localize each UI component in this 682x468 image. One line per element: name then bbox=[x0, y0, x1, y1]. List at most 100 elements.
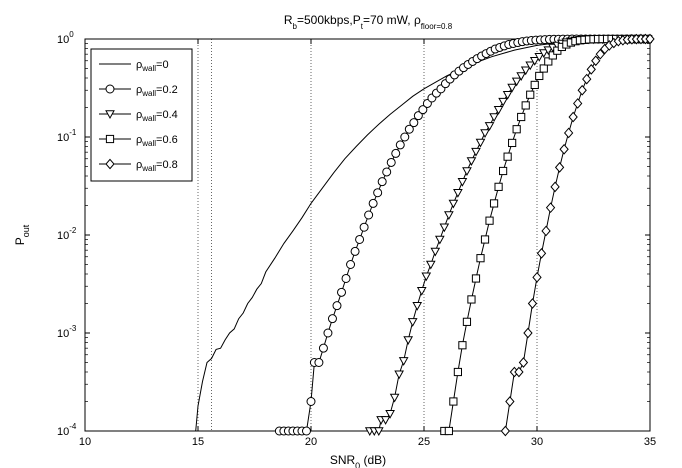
marker-circle bbox=[323, 328, 333, 338]
marker-square bbox=[517, 112, 526, 122]
data-series bbox=[195, 33, 655, 437]
marker-diamond bbox=[595, 48, 605, 60]
marker-triangle-down bbox=[529, 57, 540, 66]
marker-diamond bbox=[532, 271, 542, 283]
marker-triangle-down bbox=[484, 122, 495, 131]
legend-label: ρwall=0.2 bbox=[136, 84, 178, 98]
y-tick-label: 10-3 bbox=[57, 324, 77, 340]
marker-circle bbox=[409, 118, 419, 128]
marker-circle bbox=[359, 222, 369, 232]
marker-circle bbox=[350, 246, 360, 256]
marker-diamond bbox=[518, 357, 529, 368]
marker-diamond bbox=[586, 63, 596, 75]
marker-diamond bbox=[568, 111, 578, 123]
x-tick-label: 10 bbox=[79, 436, 91, 448]
marker-diamond bbox=[550, 181, 560, 193]
marker-triangle-down bbox=[434, 235, 445, 245]
marker-circle bbox=[364, 210, 374, 220]
marker-diamond bbox=[554, 161, 565, 173]
y-tick-label: 10-2 bbox=[57, 226, 77, 242]
marker-triangle-down bbox=[416, 287, 427, 296]
marker-diamond bbox=[536, 247, 547, 259]
legend-item: ρwall=0.2 bbox=[99, 84, 178, 98]
marker-triangle-down bbox=[448, 199, 459, 209]
x-axis-ticks: 10 15 20 25 30 35 bbox=[79, 39, 656, 448]
marker-diamond bbox=[591, 55, 601, 67]
marker-square bbox=[444, 426, 453, 436]
marker-triangle-down bbox=[398, 357, 409, 366]
marker-triangle-down bbox=[489, 113, 499, 123]
y-tick-label: 10-1 bbox=[57, 128, 77, 144]
marker-circle bbox=[318, 343, 328, 353]
marker-circle bbox=[105, 84, 115, 94]
marker-circle bbox=[391, 148, 401, 158]
marker-triangle-down bbox=[412, 301, 423, 311]
marker-circle bbox=[337, 287, 347, 297]
marker-circle bbox=[341, 273, 351, 283]
marker-diamond bbox=[505, 396, 515, 407]
marker-circle bbox=[332, 301, 342, 311]
legend: ρwall=0 ρwall=0.2 ρwall=0.4 ρwall=0.6 ρwall=… bbox=[90, 48, 193, 182]
marker-square bbox=[467, 295, 476, 304]
marker-triangle-down bbox=[385, 410, 395, 419]
marker-circle bbox=[368, 198, 378, 208]
marker-triangle-down bbox=[407, 318, 418, 327]
marker-circle bbox=[395, 140, 405, 150]
marker-triangle-down bbox=[507, 83, 517, 93]
marker-triangle-down bbox=[421, 272, 432, 282]
marker-square bbox=[471, 274, 481, 283]
marker-square bbox=[544, 57, 553, 66]
marker-square bbox=[548, 51, 557, 60]
series-line bbox=[195, 38, 651, 432]
marker-triangle-down bbox=[457, 177, 468, 187]
marker-circle bbox=[346, 260, 356, 270]
marker-square bbox=[485, 216, 494, 225]
marker-diamond bbox=[573, 98, 583, 109]
marker-diamond bbox=[559, 143, 569, 155]
x-tick-label: 35 bbox=[644, 436, 656, 448]
marker-triangle-down bbox=[444, 211, 454, 221]
marker-diamond bbox=[500, 425, 511, 437]
marker-circle bbox=[355, 234, 365, 244]
marker-triangle-down bbox=[453, 189, 463, 198]
marker-square bbox=[105, 134, 115, 144]
marker-square bbox=[449, 397, 458, 406]
marker-triangle-down bbox=[516, 72, 527, 81]
marker-diamond bbox=[541, 225, 551, 237]
marker-triangle-down bbox=[543, 46, 554, 56]
marker-square bbox=[530, 80, 539, 90]
marker-square bbox=[494, 182, 503, 191]
marker-square bbox=[539, 64, 548, 73]
marker-triangle-down bbox=[439, 223, 450, 233]
chart-title: Rb=500kbps,Pt=70 mW, ρfloor=0.8 bbox=[284, 13, 453, 31]
y-axis-ticks: 10-4 10-3 10-2 10-1 100 bbox=[57, 30, 650, 438]
marker-square bbox=[499, 166, 508, 176]
series-0 bbox=[195, 38, 651, 432]
marker-diamond bbox=[527, 298, 538, 309]
marker-square bbox=[458, 341, 467, 350]
marker-circle bbox=[373, 188, 383, 198]
marker-triangle-down bbox=[502, 91, 513, 100]
marker-triangle-down bbox=[394, 370, 404, 380]
x-tick-label: 15 bbox=[192, 436, 204, 448]
marker-triangle-down bbox=[105, 110, 115, 120]
marker-diamond bbox=[645, 33, 655, 45]
marker-triangle-down bbox=[462, 167, 472, 177]
marker-square bbox=[462, 317, 472, 326]
marker-triangle-down bbox=[466, 157, 477, 166]
marker-circle bbox=[418, 105, 428, 115]
marker-square bbox=[476, 254, 485, 263]
marker-circle bbox=[301, 426, 311, 436]
marker-circle bbox=[306, 396, 316, 406]
marker-diamond bbox=[105, 158, 115, 170]
marker-triangle-down bbox=[493, 105, 504, 115]
marker-triangle-down bbox=[538, 49, 549, 59]
marker-triangle-down bbox=[475, 138, 486, 148]
x-tick-label: 20 bbox=[305, 436, 317, 448]
marker-circle bbox=[400, 132, 410, 142]
series-4 bbox=[500, 33, 655, 437]
marker-square bbox=[453, 367, 462, 377]
marker-square bbox=[480, 235, 490, 244]
marker-diamond bbox=[545, 202, 556, 214]
